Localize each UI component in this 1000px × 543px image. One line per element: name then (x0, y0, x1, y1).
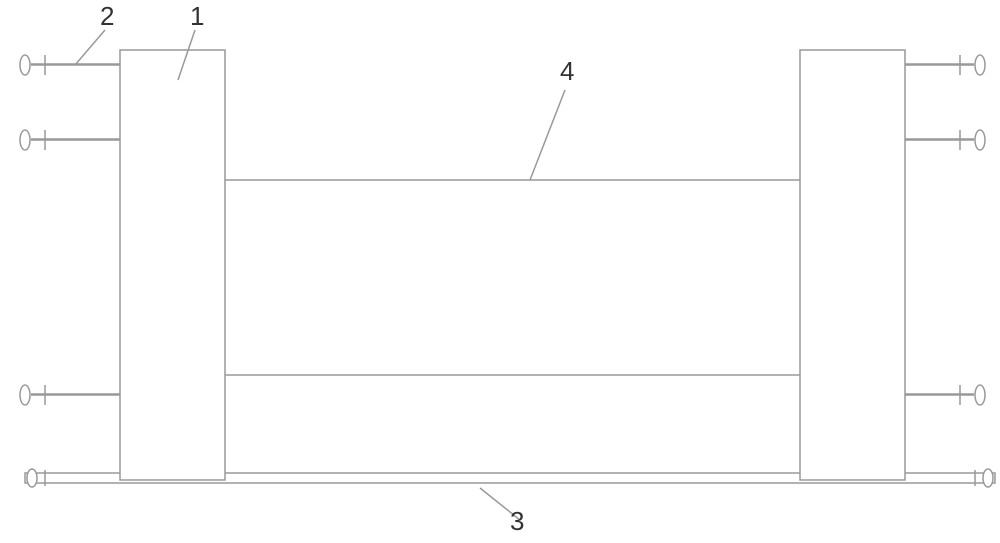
callout-label-4: 4 (560, 56, 574, 86)
callout-label-2: 2 (100, 1, 114, 31)
callout-label-1: 1 (190, 1, 204, 31)
leader-line-4 (530, 90, 565, 180)
left-block (120, 50, 225, 480)
callout-label-3: 3 (510, 506, 524, 536)
technical-diagram: 1 2 3 4 (0, 0, 1000, 543)
right-block (800, 50, 905, 480)
leader-line-2 (75, 30, 105, 65)
